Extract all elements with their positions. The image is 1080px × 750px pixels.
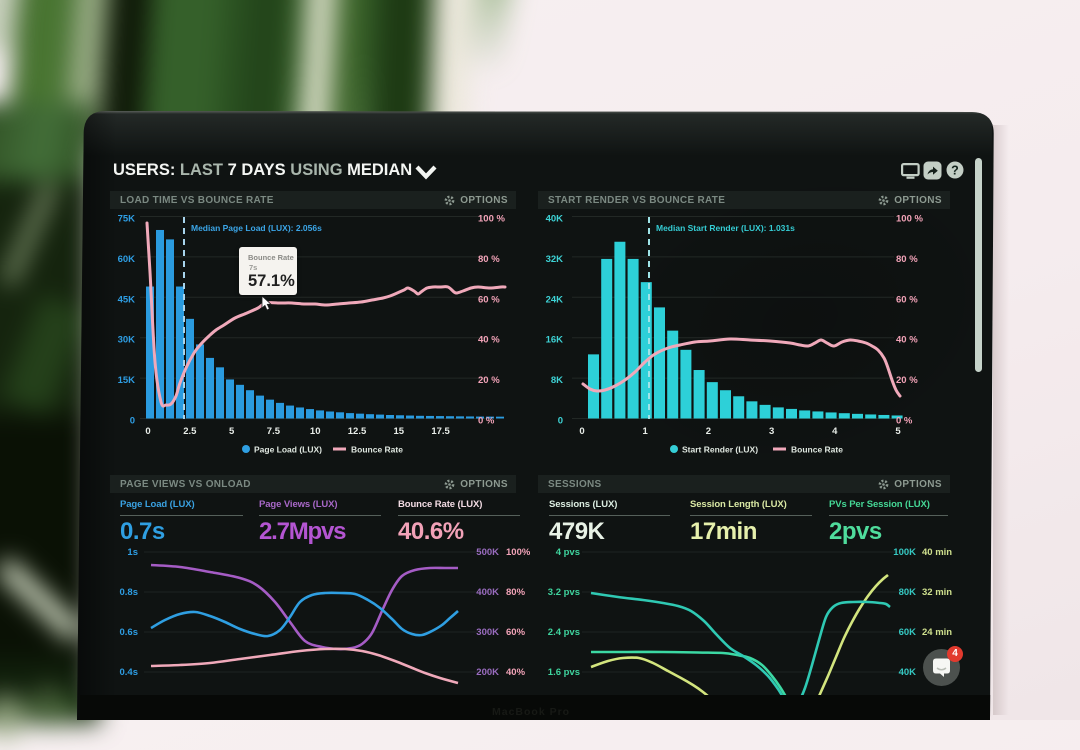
svg-text:20 %: 20 % — [478, 375, 500, 386]
svg-text:3: 3 — [769, 426, 774, 437]
svg-text:40 min: 40 min — [922, 547, 952, 558]
svg-text:10: 10 — [310, 426, 321, 437]
svg-text:2.4 pvs: 2.4 pvs — [548, 627, 580, 638]
svg-text:200K: 200K — [476, 667, 499, 678]
svg-text:5: 5 — [229, 426, 235, 437]
svg-text:15K: 15K — [118, 375, 136, 386]
svg-text:0: 0 — [145, 426, 150, 437]
svg-text:60 %: 60 % — [478, 294, 500, 305]
svg-text:Start Render (LUX): Start Render (LUX) — [682, 445, 758, 455]
svg-text:0: 0 — [558, 416, 563, 427]
svg-text:40K: 40K — [899, 667, 917, 678]
svg-text:32 min: 32 min — [922, 587, 952, 598]
svg-text:1.6 pvs: 1.6 pvs — [548, 667, 580, 678]
svg-text:100%: 100% — [506, 547, 530, 558]
svg-text:17.5: 17.5 — [431, 426, 450, 437]
svg-text:Bounce Rate: Bounce Rate — [791, 445, 843, 455]
svg-text:4 pvs: 4 pvs — [556, 547, 580, 558]
svg-text:100 %: 100 % — [896, 214, 923, 225]
svg-text:40K: 40K — [546, 214, 564, 225]
svg-text:0.6s: 0.6s — [120, 627, 139, 638]
svg-text:0: 0 — [579, 426, 584, 437]
svg-text:100K: 100K — [893, 547, 916, 558]
svg-text:60 %: 60 % — [896, 294, 918, 305]
svg-text:45K: 45K — [118, 294, 136, 305]
svg-text:4: 4 — [832, 426, 838, 437]
svg-text:100 %: 100 % — [478, 214, 505, 225]
svg-text:500K: 500K — [476, 547, 499, 558]
svg-text:5: 5 — [895, 426, 901, 437]
svg-text:Median Start Render (LUX): 1.0: Median Start Render (LUX): 1.031s — [656, 223, 795, 233]
svg-text:60K: 60K — [118, 254, 136, 265]
svg-text:Median Page Load (LUX): 2.056s: Median Page Load (LUX): 2.056s — [191, 223, 322, 233]
svg-text:7.5: 7.5 — [267, 426, 281, 437]
svg-text:32K: 32K — [546, 254, 564, 265]
svg-text:40 %: 40 % — [478, 335, 500, 346]
svg-text:24K: 24K — [546, 294, 564, 305]
svg-text:0 %: 0 % — [478, 416, 495, 427]
svg-text:80K: 80K — [899, 587, 917, 598]
svg-text:0: 0 — [130, 416, 135, 427]
svg-text:80 %: 80 % — [478, 254, 500, 265]
svg-text:60%: 60% — [506, 627, 526, 638]
svg-text:300K: 300K — [476, 627, 499, 638]
svg-text:8K: 8K — [551, 375, 563, 386]
svg-text:Page Load (LUX): Page Load (LUX) — [254, 445, 322, 455]
svg-text:75K: 75K — [118, 214, 136, 225]
svg-text:1: 1 — [643, 426, 649, 437]
svg-text:1s: 1s — [127, 547, 138, 558]
svg-text:40%: 40% — [506, 667, 526, 678]
svg-text:15: 15 — [394, 426, 405, 437]
svg-text:400K: 400K — [476, 587, 499, 598]
svg-text:3.2 pvs: 3.2 pvs — [548, 587, 580, 598]
svg-text:12.5: 12.5 — [348, 426, 367, 437]
svg-text:2.5: 2.5 — [183, 426, 197, 437]
svg-text:2: 2 — [706, 426, 711, 437]
svg-text:24 min: 24 min — [922, 627, 952, 638]
svg-text:0 %: 0 % — [896, 416, 913, 427]
svg-text:30K: 30K — [118, 335, 136, 346]
svg-text:0.8s: 0.8s — [120, 587, 139, 598]
svg-text:?: ? — [951, 164, 959, 178]
svg-text:20 %: 20 % — [896, 375, 918, 386]
svg-text:40 %: 40 % — [896, 335, 918, 346]
svg-text:16K: 16K — [546, 335, 564, 346]
svg-text:Bounce Rate: Bounce Rate — [351, 445, 403, 455]
svg-text:80%: 80% — [506, 587, 526, 598]
svg-text:80 %: 80 % — [896, 254, 918, 265]
svg-text:60K: 60K — [899, 627, 917, 638]
svg-text:0.4s: 0.4s — [120, 667, 139, 678]
